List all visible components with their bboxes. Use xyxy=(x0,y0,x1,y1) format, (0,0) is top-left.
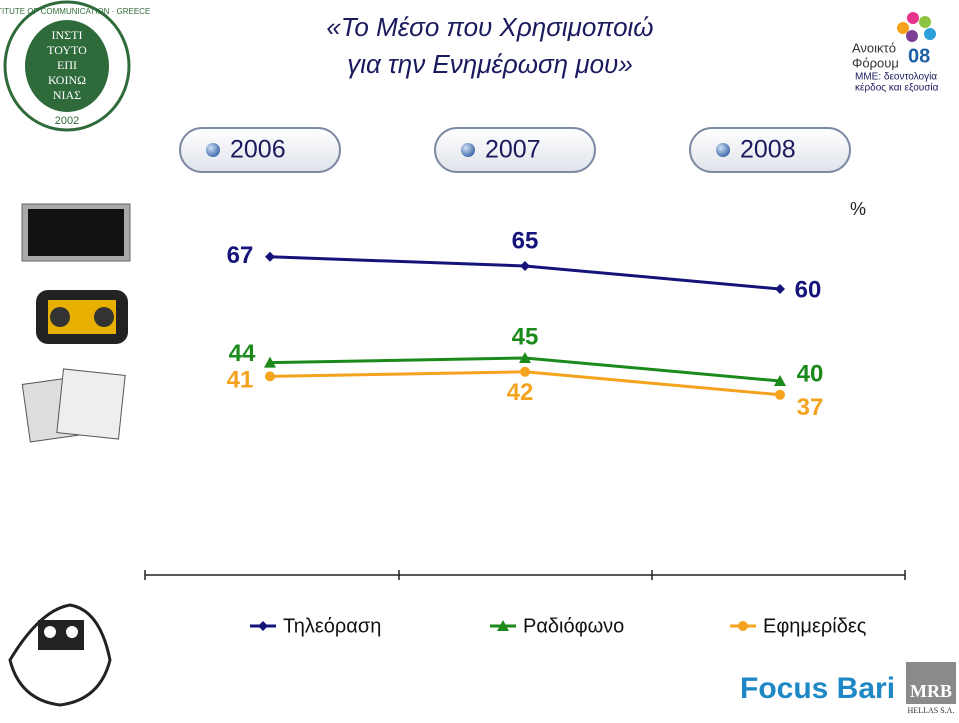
forum-number: 08 xyxy=(908,45,930,67)
category-label: 2006 xyxy=(230,136,286,164)
data-point xyxy=(520,261,530,271)
data-point xyxy=(520,366,530,377)
logo-line: ΙΝΣΤΙ xyxy=(52,28,83,42)
university-logo xyxy=(8,603,112,707)
value-label: 65 xyxy=(512,227,539,254)
radio-icon xyxy=(36,290,128,344)
value-label: 67 xyxy=(227,242,254,269)
pill-ball xyxy=(206,143,220,157)
forum-logo: Ανοικτό Φόρουμ 08 ΜΜΕ: δεοντολογία κέρδο… xyxy=(852,12,939,94)
data-point xyxy=(264,356,276,368)
legend-label: Τηλεόραση xyxy=(283,615,381,637)
data-point xyxy=(775,389,785,400)
category-label: 2007 xyxy=(485,136,541,164)
mrb-box xyxy=(906,662,956,704)
data-point xyxy=(258,621,268,631)
logo-ring-text: INSTITUTE OF COMMUNICATION · GREECE xyxy=(0,7,150,16)
data-point xyxy=(738,621,748,631)
legend-label: Εφημερίδες xyxy=(763,615,867,637)
forum-name: Φόρουμ xyxy=(852,55,899,70)
year-pill xyxy=(434,127,596,173)
data-point xyxy=(265,251,275,262)
value-label: 60 xyxy=(795,276,822,303)
forum-subtitle: ΜΜΕ: δεοντολογία xyxy=(855,71,937,83)
legend-label: Ραδιόφωνο xyxy=(523,615,624,637)
mrb-logo: MRB xyxy=(910,681,952,701)
data-point xyxy=(497,620,509,631)
institute-logo: INSTITUTE OF COMMUNICATION · GREECE 2002… xyxy=(0,0,150,132)
forum-subtitle: κέρδος και εξουσία xyxy=(855,82,939,94)
logo-line: ΤΟΥΤΟ xyxy=(47,43,87,57)
mrb-sub: HELLAS S.A. xyxy=(908,706,955,715)
value-label: 42 xyxy=(507,379,534,406)
category-label: 2008 xyxy=(740,136,796,164)
value-label: 37 xyxy=(797,394,824,421)
data-point xyxy=(774,375,786,386)
value-label: 41 xyxy=(227,367,254,394)
value-label: 40 xyxy=(797,360,824,387)
value-label: 45 xyxy=(512,323,539,350)
tv-icon xyxy=(21,203,131,262)
forum-name: Ανοικτό xyxy=(852,40,896,55)
pill-ball xyxy=(716,143,730,157)
value-label: 44 xyxy=(229,340,256,367)
logo-line: ΕΠΙ xyxy=(57,58,77,72)
title-line: για την Ενημέρωση μου» xyxy=(347,49,633,79)
title-line: «Το Μέσο που Χρησιμοποιώ xyxy=(326,12,653,42)
newspaper-icon xyxy=(21,368,126,443)
logo-line: ΚΟΙΝΩ xyxy=(48,73,86,87)
logo-year: 2002 xyxy=(55,115,79,127)
pill-ball xyxy=(461,143,475,157)
data-point xyxy=(775,284,785,294)
unit-label: % xyxy=(850,199,866,219)
focus-logo: Focus Bari xyxy=(740,672,895,705)
year-pill xyxy=(689,127,851,173)
data-point xyxy=(265,371,275,382)
logo-line: ΝΙΑΣ xyxy=(53,88,81,102)
year-pill xyxy=(179,127,341,173)
data-point xyxy=(519,352,531,363)
